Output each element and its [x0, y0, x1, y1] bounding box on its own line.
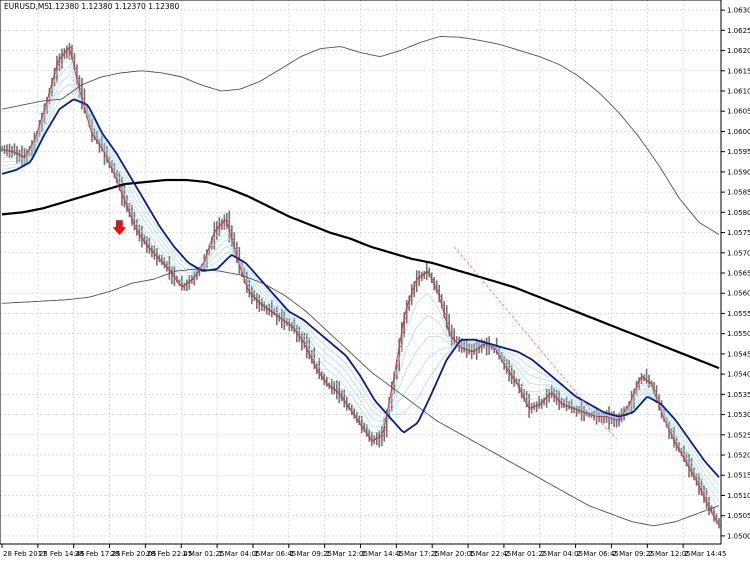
x-tick-label: 1 Mar 06:45: [254, 550, 296, 558]
y-tick-label: 1.05055: [727, 512, 750, 520]
y-tick-label: 1.06305: [727, 7, 750, 15]
x-tick-label: 1 Mar 01:25: [182, 550, 224, 558]
x-tick-label: 1 Mar 04:05: [218, 550, 260, 558]
y-tick-label: 1.05255: [727, 431, 750, 439]
x-tick-label: 28 Feb 2017: [3, 550, 47, 558]
y-tick-label: 1.05555: [727, 310, 750, 318]
y-tick-label: 1.05605: [727, 290, 750, 298]
y-tick-label: 1.06255: [727, 27, 750, 35]
slow-moving-average-line: [1, 178, 720, 370]
y-tick-label: 1.05205: [727, 452, 750, 460]
x-tick-label: 1 Mar 09:25: [290, 550, 332, 558]
y-tick-label: 1.05405: [727, 371, 750, 379]
upper-envelope-line: [1, 36, 720, 235]
y-tick-label: 1.05905: [727, 168, 750, 176]
y-tick-label: 1.06155: [727, 67, 750, 75]
ribbon-line: [1, 74, 720, 502]
y-tick-label: 1.05005: [727, 532, 750, 540]
y-tick-label: 1.05355: [727, 391, 750, 399]
y-tick-label: 1.06105: [727, 88, 750, 96]
x-tick-label: 2 Mar 04:05: [541, 550, 583, 558]
y-tick-label: 1.06055: [727, 108, 750, 116]
y-tick-label: 1.05155: [727, 472, 750, 480]
indicator-layer: [1, 36, 720, 527]
y-tick-label: 1.05455: [727, 350, 750, 358]
price-axis: 1.06305 1.06255 1.06205 1.06155 1.06105 1.060…: [721, 7, 750, 540]
x-tick-label: 28 Feb 20:05: [111, 550, 157, 558]
y-tick-label: 1.05305: [727, 411, 750, 419]
y-tick-label: 1.05855: [727, 189, 750, 197]
ribbon-line: [1, 83, 720, 494]
x-tick-label: 1 Mar 17:25: [397, 550, 439, 558]
y-tick-label: 1.06005: [727, 128, 750, 136]
x-tick-label: 2 Mar 14:45: [684, 550, 726, 558]
x-tick-label: 1 Mar 22:45: [469, 550, 511, 558]
symbol-label: EURUSD,M5: [4, 2, 49, 11]
y-tick-label: 1.05505: [727, 330, 750, 338]
fast-moving-average-line: [1, 98, 720, 478]
x-tick-label: 1 Mar 14:45: [362, 550, 404, 558]
y-tick-label: 1.05705: [727, 249, 750, 257]
ribbon-line: [1, 55, 720, 518]
x-tick-label: 1 Mar 12:05: [326, 550, 368, 558]
ribbon-line: [1, 65, 720, 510]
y-tick-label: 1.05655: [727, 270, 750, 278]
x-tick-label: 28 Feb 14:45: [39, 550, 85, 558]
x-tick-label: 28 Feb 17:25: [75, 550, 121, 558]
sell-arrow-icon: [112, 220, 127, 236]
ohlc-values: 1.12380 1.12380 1.12370 1.12380: [48, 2, 179, 11]
x-tick-label: 28 Feb 22:45: [146, 550, 192, 558]
x-tick-label: 2 Mar 12:05: [648, 550, 690, 558]
x-tick-label: 2 Mar 06:45: [577, 550, 619, 558]
y-tick-label: 1.06205: [727, 47, 750, 55]
x-tick-label: 2 Mar 01:25: [505, 550, 547, 558]
ribbon-line: [1, 92, 720, 486]
x-tick-label: 2 Mar 09:25: [612, 550, 654, 558]
lower-envelope-line: [1, 268, 720, 527]
price-line: [1, 46, 720, 527]
y-tick-label: 1.05955: [727, 148, 750, 156]
y-tick-label: 1.05755: [727, 229, 750, 237]
y-tick-label: 1.05805: [727, 209, 750, 217]
trend-line: [453, 246, 617, 440]
y-tick-label: 1.05105: [727, 492, 750, 500]
x-tick-label: 1 Mar 20:05: [433, 550, 475, 558]
